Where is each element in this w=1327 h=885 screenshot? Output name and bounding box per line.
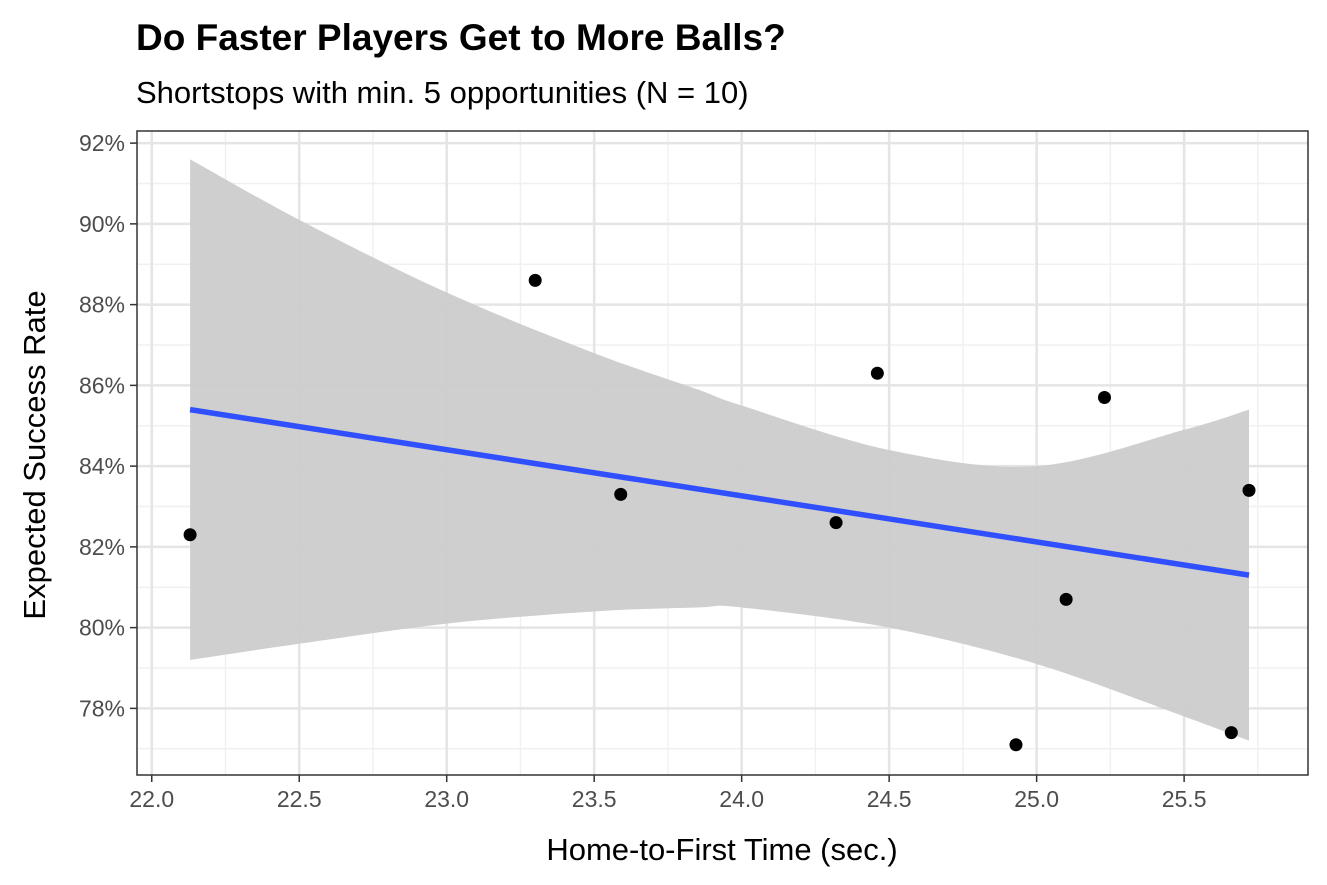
- chart-title: Do Faster Players Get to More Balls?: [136, 17, 786, 58]
- confidence-band-area: [190, 159, 1250, 741]
- y-tick-label: 78%: [79, 695, 125, 721]
- data-point: [614, 487, 628, 501]
- panel-border: [136, 130, 1309, 776]
- x-tick-label: 25.0: [1014, 786, 1059, 812]
- data-point: [528, 273, 542, 287]
- trend-line: [189, 406, 1250, 578]
- y-axis-ticks: 78% 80% 82% 84% 86% 88% 90% 92%: [79, 130, 137, 721]
- y-tick-label: 90%: [79, 211, 125, 237]
- x-axis-ticks: 22.0 22.5 23.0 23.5 24.0 24.5 25.0 25.5: [129, 775, 1206, 812]
- y-tick-label: 86%: [79, 372, 125, 398]
- y-tick-label: 82%: [79, 534, 125, 560]
- y-tick-label: 80%: [79, 615, 125, 641]
- x-axis-title: Home-to-First Time (sec.): [546, 832, 897, 867]
- confidence-band: [190, 159, 1250, 741]
- chart-subtitle: Shortstops with min. 5 opportunities (N …: [136, 75, 749, 110]
- y-axis-title: Expected Success Rate: [17, 290, 52, 619]
- data-point: [829, 516, 843, 530]
- data-points: [183, 273, 1256, 752]
- x-tick-label: 23.5: [572, 786, 617, 812]
- x-tick-label: 24.0: [719, 786, 764, 812]
- data-point: [1097, 390, 1111, 404]
- x-tick-label: 22.0: [129, 786, 174, 812]
- y-tick-label: 88%: [79, 292, 125, 318]
- data-point: [1224, 726, 1238, 740]
- x-tick-label: 25.5: [1162, 786, 1207, 812]
- x-tick-label: 23.0: [424, 786, 469, 812]
- data-point: [1059, 592, 1073, 606]
- data-point: [1242, 483, 1256, 497]
- y-tick-label: 84%: [79, 453, 125, 479]
- x-tick-label: 22.5: [277, 786, 322, 812]
- data-point: [183, 528, 197, 542]
- x-tick-label: 24.5: [867, 786, 912, 812]
- y-tick-label: 92%: [79, 130, 125, 156]
- data-point: [1009, 738, 1023, 752]
- data-point: [870, 366, 884, 380]
- trend-line-group: [189, 406, 1250, 578]
